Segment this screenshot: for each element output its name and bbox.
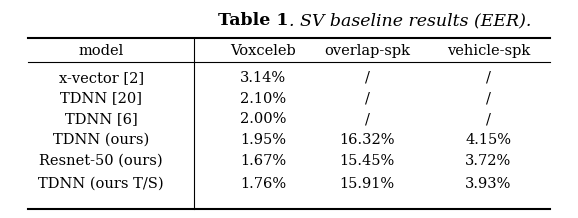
Text: . SV baseline results (EER).: . SV baseline results (EER). bbox=[289, 12, 531, 29]
Text: 3.72%: 3.72% bbox=[465, 154, 512, 168]
Text: /: / bbox=[365, 92, 369, 106]
Text: 3.14%: 3.14% bbox=[240, 71, 286, 85]
Text: /: / bbox=[486, 112, 491, 126]
Text: Voxceleb: Voxceleb bbox=[230, 44, 296, 58]
Text: /: / bbox=[486, 71, 491, 85]
Text: 15.91%: 15.91% bbox=[339, 177, 395, 191]
Text: Table 1: Table 1 bbox=[218, 12, 289, 29]
Text: Resnet-50 (ours): Resnet-50 (ours) bbox=[39, 154, 163, 168]
Text: TDNN (ours): TDNN (ours) bbox=[53, 133, 149, 147]
Text: 2.10%: 2.10% bbox=[240, 92, 286, 106]
Text: 16.32%: 16.32% bbox=[339, 133, 395, 147]
Text: model: model bbox=[79, 44, 124, 58]
Text: TDNN [6]: TDNN [6] bbox=[65, 112, 138, 126]
Text: /: / bbox=[365, 112, 369, 126]
Text: vehicle-spk: vehicle-spk bbox=[447, 44, 530, 58]
Text: 4.15%: 4.15% bbox=[465, 133, 512, 147]
Text: 2.00%: 2.00% bbox=[240, 112, 286, 126]
Text: TDNN (ours T/S): TDNN (ours T/S) bbox=[38, 177, 164, 191]
Text: 1.95%: 1.95% bbox=[240, 133, 286, 147]
Text: TDNN [20]: TDNN [20] bbox=[60, 92, 142, 106]
Text: /: / bbox=[486, 92, 491, 106]
Text: 3.93%: 3.93% bbox=[465, 177, 512, 191]
Text: 15.45%: 15.45% bbox=[339, 154, 395, 168]
Text: overlap-spk: overlap-spk bbox=[324, 44, 410, 58]
Text: 1.67%: 1.67% bbox=[240, 154, 286, 168]
Text: /: / bbox=[365, 71, 369, 85]
Text: 1.76%: 1.76% bbox=[240, 177, 286, 191]
Text: x-vector [2]: x-vector [2] bbox=[58, 71, 144, 85]
